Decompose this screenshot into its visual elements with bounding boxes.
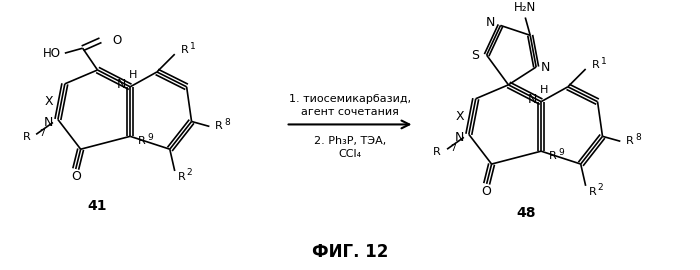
Text: H: H [129, 70, 137, 80]
Text: R: R [181, 45, 188, 55]
Text: N: N [541, 60, 550, 73]
Text: X: X [45, 95, 53, 108]
Text: 8: 8 [224, 118, 230, 127]
Text: R: R [589, 187, 596, 197]
Text: N: N [486, 16, 496, 29]
Text: S: S [470, 49, 479, 62]
Text: O: O [113, 34, 122, 47]
Text: 1. тиосемикарбазид,: 1. тиосемикарбазид, [289, 94, 411, 104]
Text: 41: 41 [88, 199, 107, 213]
Text: R: R [549, 151, 557, 161]
Text: H: H [540, 85, 548, 95]
Text: O: O [482, 185, 491, 198]
Text: R: R [22, 132, 30, 142]
Text: CCl₄: CCl₄ [338, 149, 362, 159]
Text: ФИГ. 12: ФИГ. 12 [312, 243, 388, 261]
Text: R: R [433, 147, 441, 157]
Text: 2. Ph₃P, ТЭА,: 2. Ph₃P, ТЭА, [314, 136, 386, 146]
Text: 9: 9 [558, 148, 564, 157]
Text: 9: 9 [147, 133, 153, 142]
Text: H₂N: H₂N [514, 1, 536, 14]
Text: 7: 7 [39, 129, 45, 138]
Text: R: R [216, 122, 223, 131]
Text: 1: 1 [601, 57, 606, 66]
Text: R: R [592, 60, 599, 70]
Text: 1: 1 [190, 42, 195, 51]
Text: 2: 2 [598, 183, 603, 192]
Text: 7: 7 [450, 144, 456, 153]
Text: N: N [528, 93, 537, 106]
Text: N: N [117, 78, 126, 91]
Text: 2: 2 [187, 168, 192, 177]
Text: N: N [43, 116, 53, 129]
Text: агент сочетания: агент сочетания [301, 107, 399, 117]
Text: 8: 8 [635, 133, 641, 142]
Text: HO: HO [43, 47, 61, 60]
Text: 48: 48 [517, 205, 536, 220]
Text: N: N [454, 131, 464, 144]
Text: R: R [138, 136, 146, 146]
Text: R: R [178, 172, 186, 182]
Text: O: O [71, 170, 80, 183]
Text: R: R [626, 136, 634, 146]
Text: X: X [456, 110, 464, 123]
